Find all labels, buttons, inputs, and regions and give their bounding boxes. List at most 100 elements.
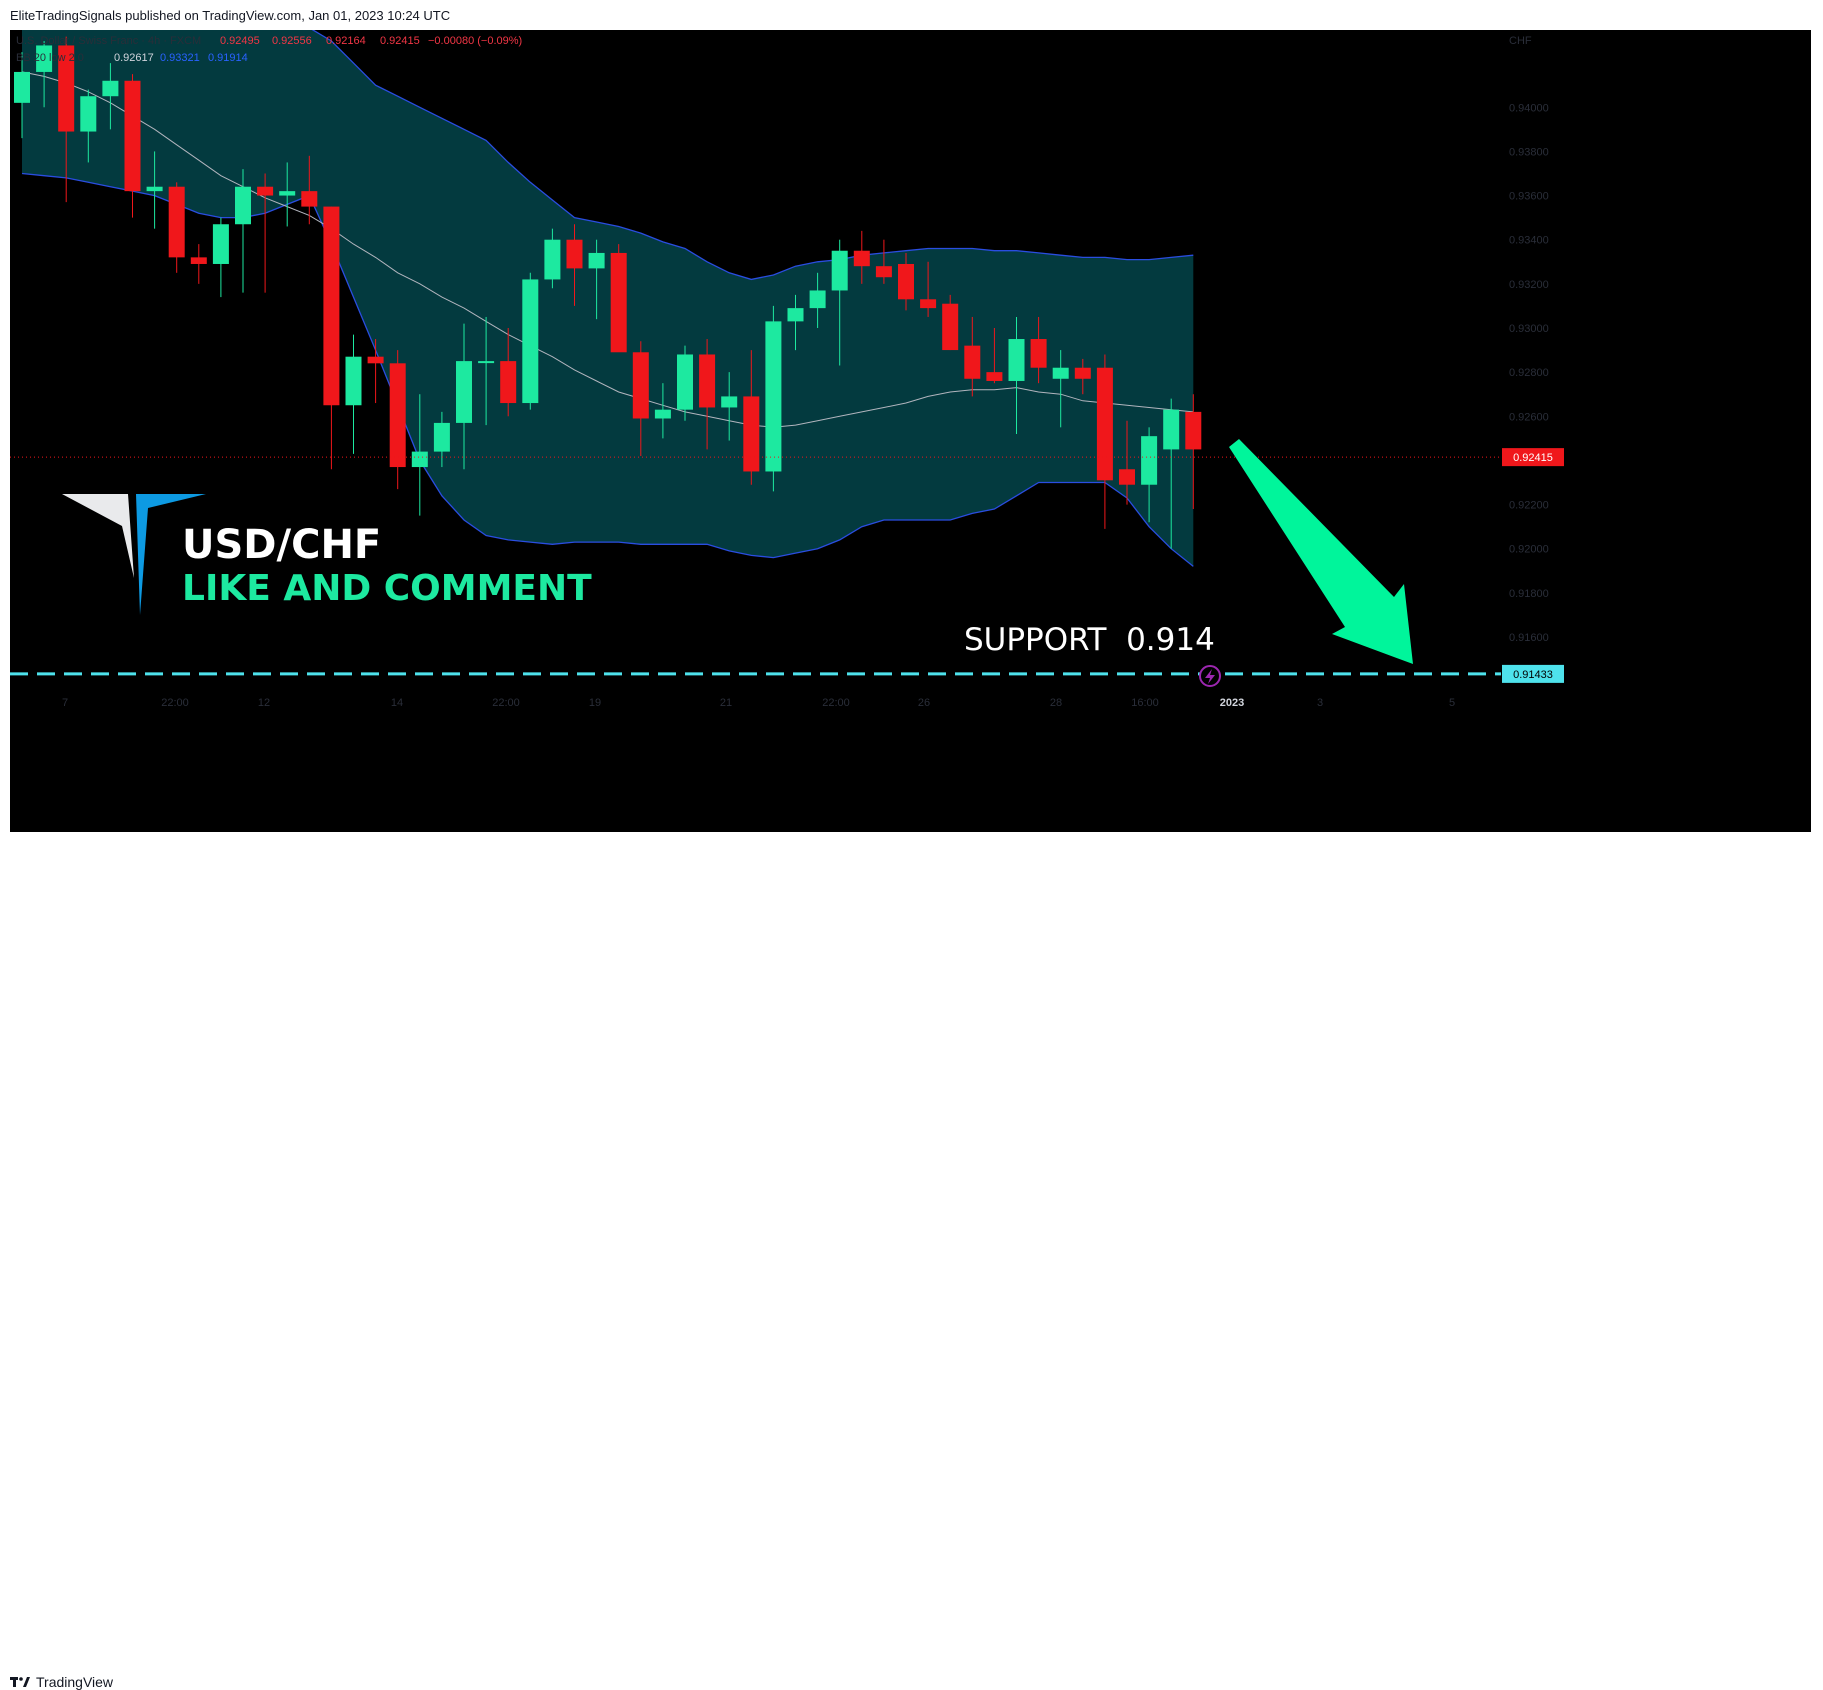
time-tick-label: 21 [720, 697, 732, 709]
candle [257, 173, 274, 293]
time-tick-label: 14 [391, 697, 403, 709]
candle [345, 334, 362, 454]
candle-body [699, 354, 716, 408]
candle-body [14, 71, 30, 103]
time-axis-labels: 7 22:00 12 14 22:00 19 21 22:00 26 28 16:00 2023 3 5 [62, 697, 1455, 709]
candle [168, 182, 185, 273]
price-tick-label: 0.94000 [1509, 102, 1549, 114]
candle [190, 244, 207, 284]
time-tick-label: 22:00 [822, 697, 850, 709]
ohlc-high: 0.92556 [272, 35, 312, 47]
candle-body [920, 299, 937, 309]
candle [522, 272, 539, 410]
candles [14, 36, 1202, 549]
candle [964, 316, 981, 397]
price-tick-label: 0.93000 [1509, 323, 1549, 335]
candle-body [1163, 409, 1180, 450]
candle-body [566, 239, 583, 269]
candle [831, 239, 848, 366]
price-tick-label: 0.93400 [1509, 235, 1549, 247]
candle [1096, 354, 1113, 529]
price-tick-label: 0.92000 [1509, 544, 1549, 556]
candle-body [411, 451, 428, 468]
brand-name: TradingView [36, 1674, 114, 1690]
time-tick-label: 28 [1050, 697, 1062, 709]
footer-bar: TradingView [0, 832, 1823, 1690]
band-fill [22, 30, 1194, 567]
candle-body [588, 252, 605, 269]
candle-body [522, 279, 539, 404]
price-chart[interactable]: 0.916000.918000.920000.922000.924000.926… [10, 30, 1811, 832]
down-arrow [1229, 439, 1413, 664]
time-tick-label: 16:00 [1131, 697, 1159, 709]
candle-body [721, 396, 738, 408]
candle-body [1008, 339, 1025, 381]
tradingview-brand[interactable]: TradingView [10, 1674, 113, 1690]
currency-label: CHF [1509, 35, 1532, 47]
candle-body [323, 206, 340, 406]
candle-body [809, 290, 826, 309]
candle-body [102, 80, 119, 97]
candle [610, 244, 627, 353]
candle-body [942, 303, 959, 351]
candle-body [986, 372, 1003, 381]
candle [765, 305, 782, 492]
price-tick-label: 0.93600 [1509, 191, 1549, 203]
band-upper-line [311, 30, 1194, 281]
ohlc-low: 0.92164 [326, 35, 366, 47]
candle-body [345, 356, 362, 406]
candle-body [1030, 339, 1047, 368]
candle [433, 411, 450, 468]
candle-body [235, 186, 251, 225]
candle-body [80, 96, 97, 132]
candle-body [1119, 469, 1135, 485]
candle [1119, 420, 1135, 505]
candle [212, 217, 229, 298]
publish-info: EliteTradingSignals published on Trading… [10, 8, 451, 23]
bb-upper-value: 0.93321 [160, 52, 200, 64]
candle [1052, 350, 1069, 428]
time-tick-label: 7 [62, 697, 68, 709]
candle [478, 316, 495, 426]
candle [1030, 316, 1047, 384]
ohlc-change: −0.00080 (−0.09%) [428, 35, 522, 47]
candle-body [58, 45, 75, 132]
candle [279, 162, 296, 227]
candle [367, 339, 384, 404]
candle-body [1074, 367, 1091, 379]
ohlc-open: 0.92495 [220, 35, 260, 47]
candle-body [632, 352, 649, 419]
candle [80, 89, 97, 163]
candle [721, 372, 738, 441]
candle-body [964, 345, 981, 379]
tradingview-logo-icon [10, 1677, 30, 1687]
candle-body [456, 361, 472, 423]
price-tick-label: 0.92200 [1509, 500, 1549, 512]
candle-body [478, 361, 495, 364]
candle [875, 239, 892, 284]
price-scale-area[interactable] [1501, 30, 1811, 832]
flash-icon[interactable] [1199, 665, 1221, 687]
candle [146, 151, 163, 229]
svg-text:0.92415: 0.92415 [1513, 452, 1553, 464]
candle-body [146, 186, 163, 192]
candle [389, 350, 406, 490]
candle [1163, 398, 1180, 549]
logo-white-shard [62, 494, 134, 578]
candle-body [831, 250, 848, 291]
candle [1185, 394, 1202, 509]
price-tick-label: 0.92600 [1509, 411, 1549, 423]
candle-body [787, 308, 804, 322]
candle [853, 230, 870, 284]
candle-body [168, 186, 185, 258]
cta-text: LIKE AND COMMENT [182, 568, 592, 609]
candle-body [853, 250, 870, 267]
brand-logo [62, 494, 206, 615]
candle [632, 341, 649, 457]
candle-body [1052, 367, 1069, 379]
ohlc-close: 0.92415 [380, 35, 420, 47]
bollinger-bands [21, 30, 1194, 567]
candle [301, 155, 318, 225]
candle [36, 41, 53, 108]
candle [1074, 358, 1091, 395]
